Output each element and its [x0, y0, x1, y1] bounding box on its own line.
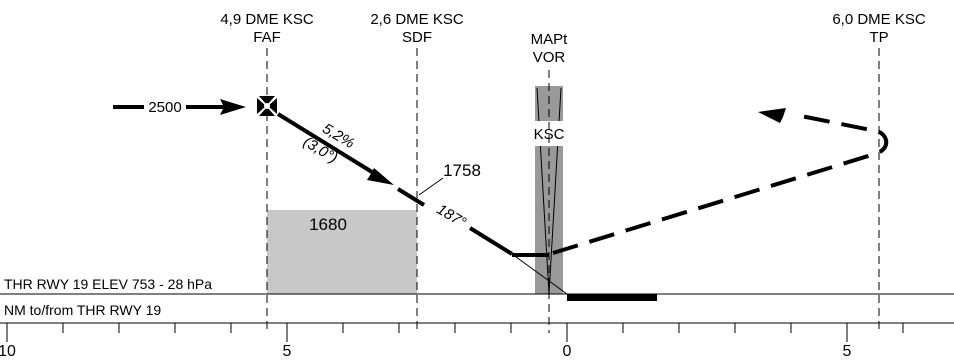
sdf-distance-label: 2,6 DME KSC — [370, 11, 464, 28]
scale-label-5-before: 5 — [283, 343, 292, 360]
distance-scale-title: NM to/from THR RWY 19 — [4, 302, 161, 318]
descent-path-segment-3 — [468, 226, 514, 256]
tp-distance-label: 6,0 DME KSC — [832, 11, 926, 28]
minimum-altitude-block — [267, 210, 417, 294]
faf-symbol-icon — [257, 96, 277, 116]
sdf-altitude-leader — [418, 177, 444, 196]
runway-bar — [567, 294, 657, 301]
vor-label: VOR — [533, 49, 566, 66]
descent-path-segment-2 — [396, 187, 426, 207]
sdf-label: SDF — [402, 29, 432, 46]
scale-label-10: 10 — [0, 343, 16, 360]
scale-label-0: 0 — [563, 343, 572, 360]
minimum-altitude-label: 1680 — [309, 215, 347, 234]
vor-ident: KSC — [534, 126, 565, 143]
threshold-elevation-label: THR RWY 19 ELEV 753 - 28 hPa — [4, 276, 212, 292]
sdf-altitude-label: 1758 — [443, 161, 481, 180]
distance-ticks — [6, 323, 904, 342]
mapt-label: MAPt — [531, 31, 569, 48]
tp-label: TP — [869, 29, 888, 46]
missed-approach-path — [552, 113, 889, 255]
scale-label-5-after: 5 — [843, 343, 852, 360]
faf-distance-label: 4,9 DME KSC — [220, 11, 314, 28]
missed-approach-arrowhead — [758, 108, 786, 123]
initial-approach-arrowhead — [220, 99, 246, 115]
initial-altitude-label: 2500 — [148, 99, 181, 116]
course-label: 187° — [434, 201, 469, 232]
descent-path-segment-1 — [276, 112, 374, 174]
descent-extension-line — [511, 253, 568, 295]
faf-label: FAF — [253, 29, 281, 46]
descent-path-arrowhead — [367, 168, 394, 185]
